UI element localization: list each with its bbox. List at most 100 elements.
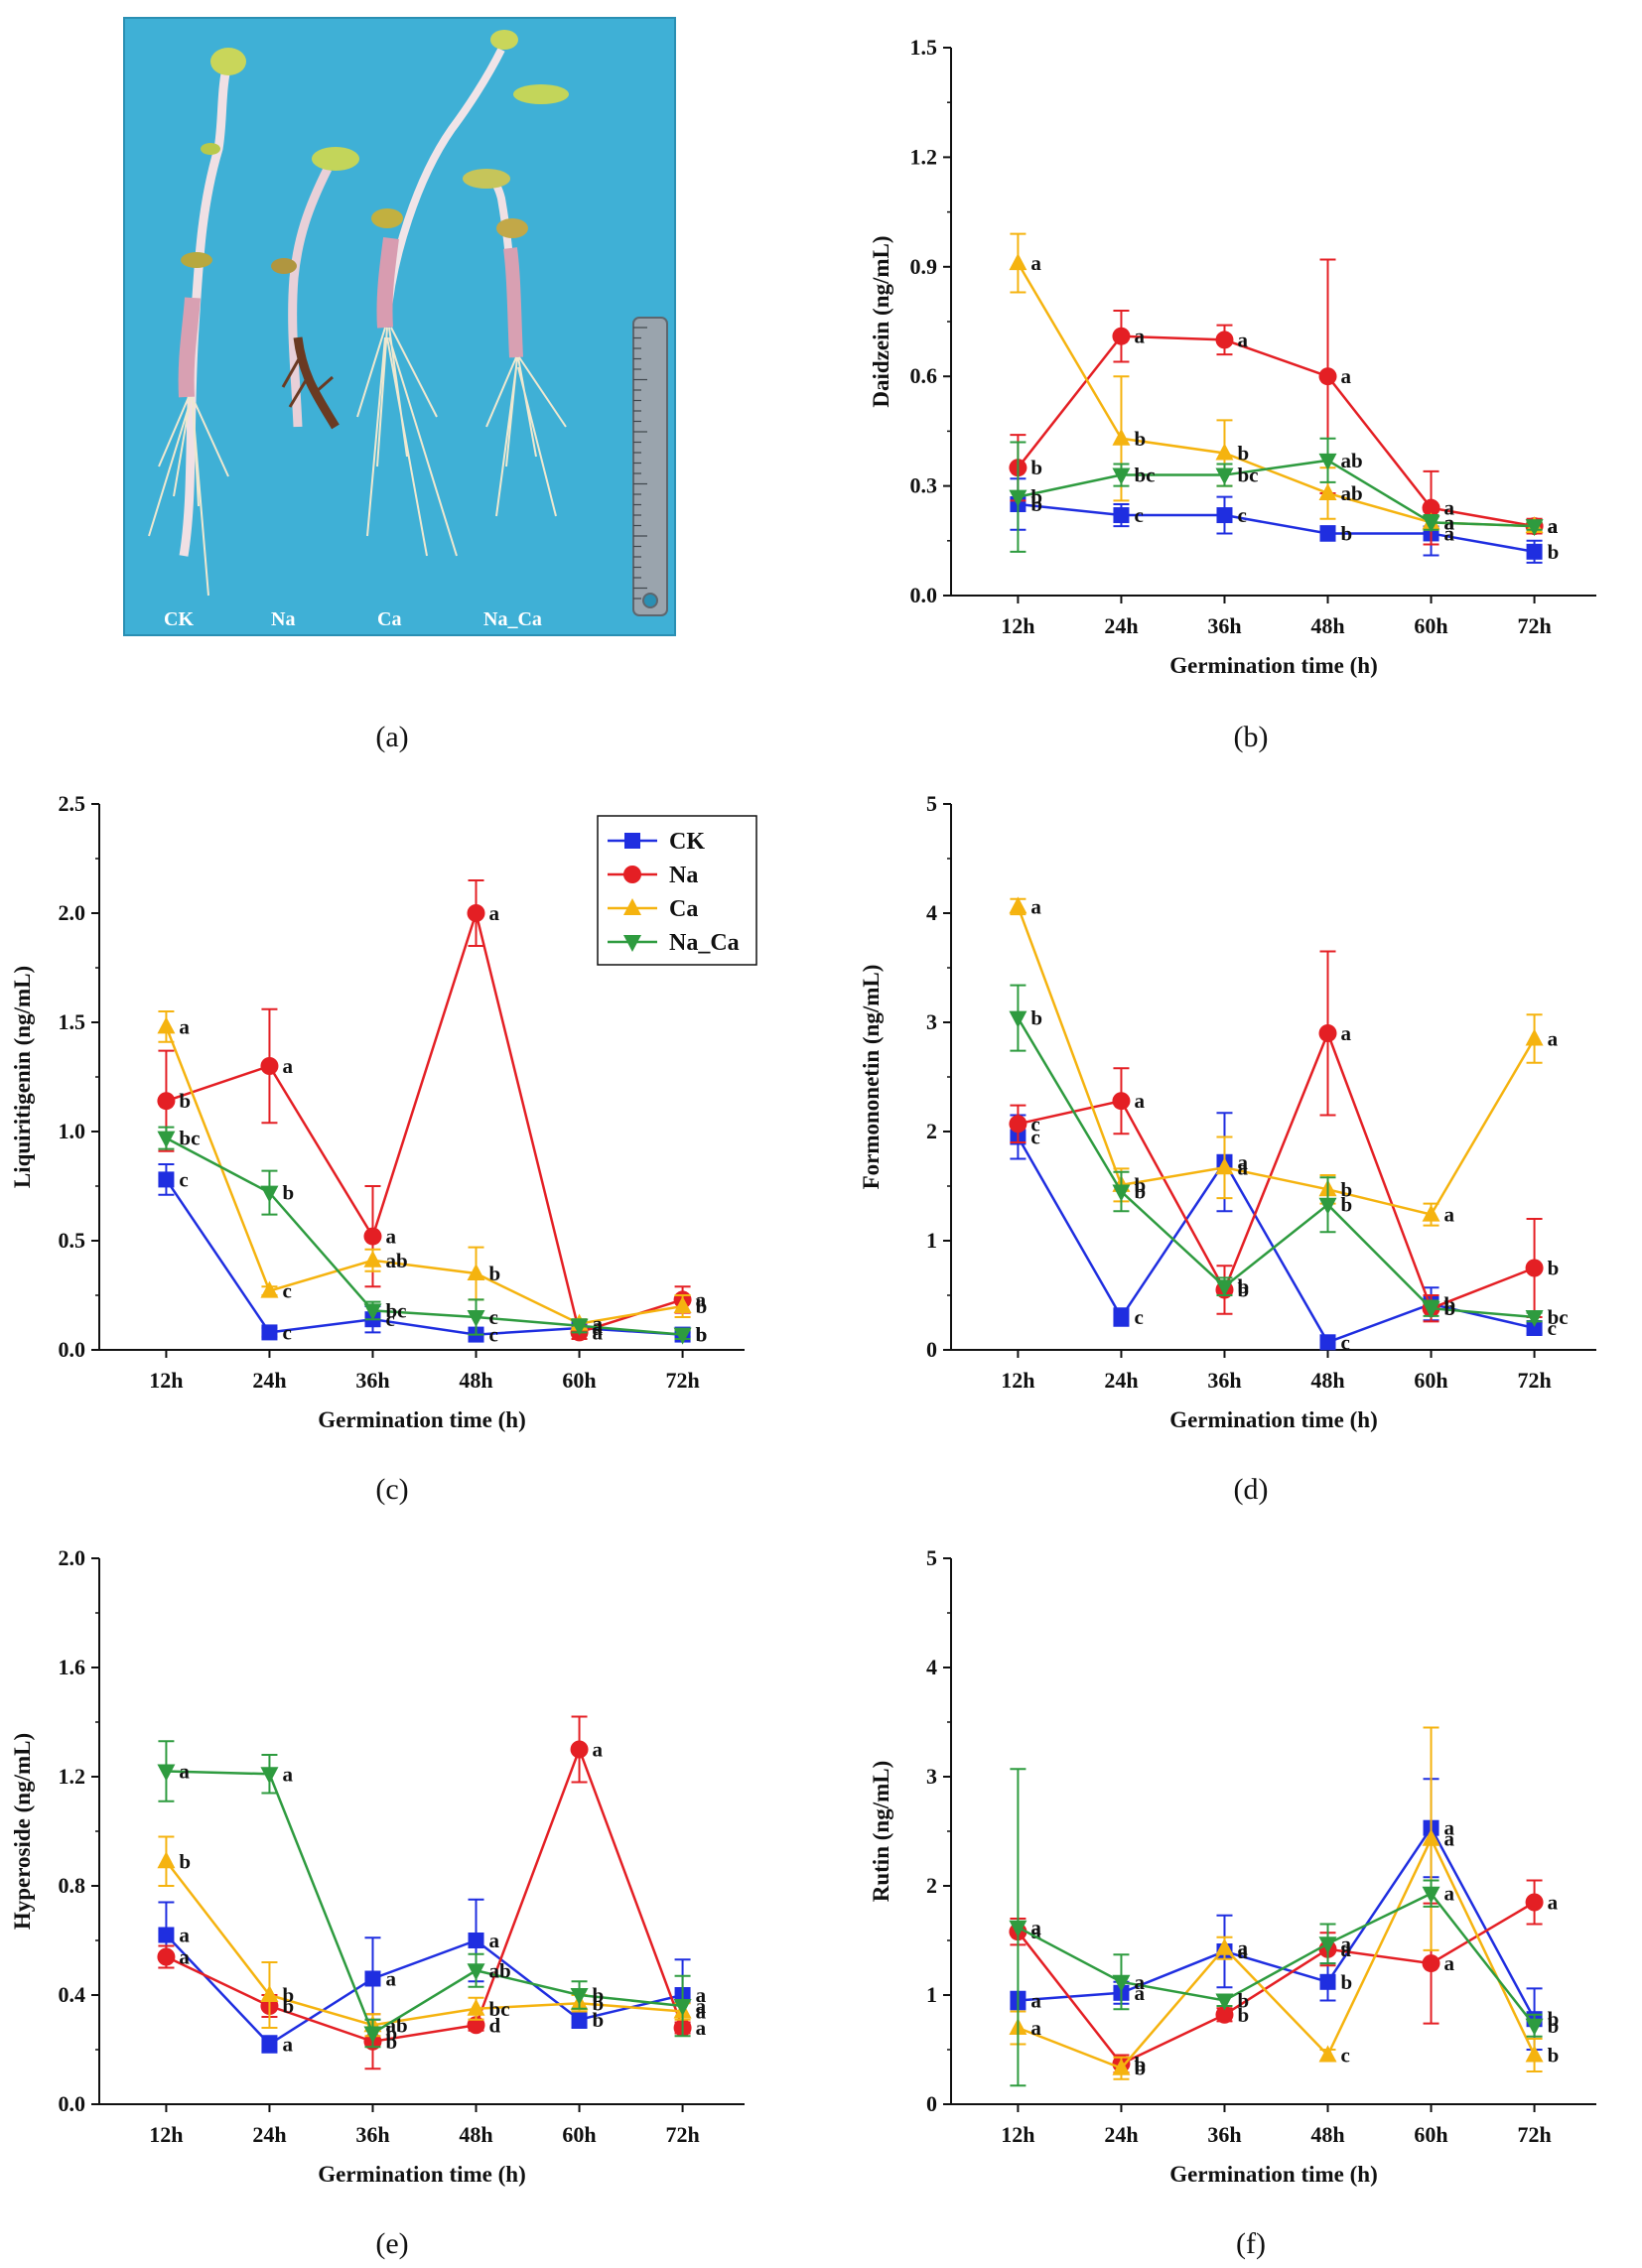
data-point: [467, 1264, 485, 1280]
significance-label: a: [1134, 1981, 1145, 2005]
significance-label: b: [696, 1294, 708, 1318]
data-point: [673, 1296, 692, 1313]
series-line: [1017, 1892, 1536, 2027]
x-tick-label: 24h: [252, 1368, 286, 1393]
data-point: [1318, 1024, 1337, 1042]
significance-label: b: [1341, 1193, 1353, 1217]
y-tick-label: 0: [926, 1337, 937, 1362]
series-line: [1017, 1835, 1536, 2070]
data-point: [467, 1310, 485, 1327]
significance-label: a: [282, 2033, 293, 2057]
x-tick-label: 60h: [1414, 1368, 1447, 1393]
significance-label: b: [489, 1262, 501, 1285]
data-point: [1422, 1886, 1440, 1904]
data-point: [157, 1131, 176, 1148]
data-point: [1318, 482, 1337, 500]
significance-label: a: [1030, 894, 1041, 918]
significance-label: bc: [1548, 1305, 1569, 1329]
data-point: [363, 1227, 382, 1246]
legend: CK Na Ca Na_Ca: [597, 815, 757, 966]
significance-label: a: [179, 1760, 190, 1784]
series-line: [1017, 334, 1535, 528]
series-line: [166, 1770, 683, 2036]
seedling-ca: [356, 30, 569, 557]
x-tick-label: 36h: [355, 2122, 389, 2147]
chart-panel-c: 0.0 0.5 1.0 1.5 2.0 2.5 12h 24h 36h 48h 60h 72h Germ…: [10, 791, 757, 1506]
data-point: [1113, 507, 1130, 524]
data-point: [1319, 1973, 1336, 1990]
x-axis-label: Germination time (h): [1169, 1407, 1378, 1432]
data-point: [1319, 525, 1336, 542]
y-axis-label: Liquiritigenin (ng/mL): [10, 966, 35, 1188]
y-tick-label: 1.6: [59, 1655, 86, 1679]
x-tick-label: 24h: [1104, 613, 1138, 638]
data-point: [157, 1851, 176, 1869]
y-tick-label: 4: [926, 1655, 937, 1679]
caption-f: (f): [1236, 2227, 1266, 2260]
significance-label: c: [1237, 503, 1246, 527]
legend-label: CK: [669, 829, 705, 855]
series-line: [1018, 502, 1535, 554]
y-tick-label: 5: [926, 791, 937, 816]
photo-label-ca: Ca: [377, 608, 401, 630]
data-point: [157, 1016, 176, 1034]
x-tick-label: 36h: [1207, 613, 1241, 638]
significance-label: c: [1548, 1316, 1557, 1340]
significance-label: c: [282, 1320, 291, 1344]
data-point: [1112, 1092, 1131, 1111]
significance-label: b: [1341, 521, 1353, 545]
significance-label: c: [1134, 1305, 1143, 1329]
legend-marker: [623, 866, 641, 883]
data-point: [1215, 1157, 1234, 1175]
x-tick-label: 60h: [1414, 2122, 1447, 2147]
x-tick-label: 60h: [562, 2122, 596, 2147]
seedling-ck: [148, 48, 246, 597]
data-point: [1216, 507, 1233, 524]
x-tick-label: 36h: [1207, 1368, 1241, 1393]
data-point: [1422, 515, 1440, 533]
significance-label: a: [696, 2016, 707, 2040]
y-tick-label: 0.0: [910, 583, 938, 607]
significance-label: ab: [385, 1249, 407, 1272]
data-point: [467, 904, 485, 922]
data-point: [571, 2011, 588, 2028]
y-tick-label: 5: [926, 1545, 937, 1570]
legend-marker: [623, 935, 641, 952]
significance-label: a: [489, 901, 500, 925]
x-tick-label: 24h: [1104, 1368, 1138, 1393]
y-tick-label: 0.6: [910, 363, 938, 388]
significance-label: b: [1030, 1006, 1042, 1030]
significance-label: ab: [1341, 481, 1363, 505]
y-axis-label: Daidzein (ng/mL): [869, 235, 893, 407]
data-point: [1009, 896, 1027, 914]
series-line: [165, 1178, 683, 1336]
data-point: [260, 1185, 279, 1203]
seedling-na: [271, 147, 359, 430]
data-point: [1215, 467, 1234, 485]
x-tick-label: 36h: [355, 1368, 389, 1393]
series-line: [1017, 905, 1536, 1217]
x-tick-label: 48h: [1310, 1368, 1344, 1393]
significance-label: c: [489, 1305, 498, 1329]
data-point: [260, 1057, 279, 1075]
data-point: [1112, 1184, 1131, 1202]
data-point: [1525, 519, 1544, 537]
series-line: [165, 1745, 684, 2044]
y-tick-label: 1.5: [59, 1009, 86, 1034]
significance-label: c: [179, 1167, 188, 1191]
data-point: [260, 1985, 279, 2002]
significance-label: c: [1341, 1330, 1350, 1354]
legend-marker: [624, 833, 640, 849]
significance-label: a: [1030, 1916, 1041, 1939]
data-point: [673, 1999, 692, 2016]
y-tick-label: 1: [926, 1982, 937, 2007]
significance-label: b: [1444, 1296, 1456, 1320]
series-line: [165, 1136, 683, 1336]
significance-label: a: [1341, 1937, 1352, 1961]
data-point: [1422, 1301, 1440, 1319]
significance-label: a: [1030, 2016, 1041, 2040]
